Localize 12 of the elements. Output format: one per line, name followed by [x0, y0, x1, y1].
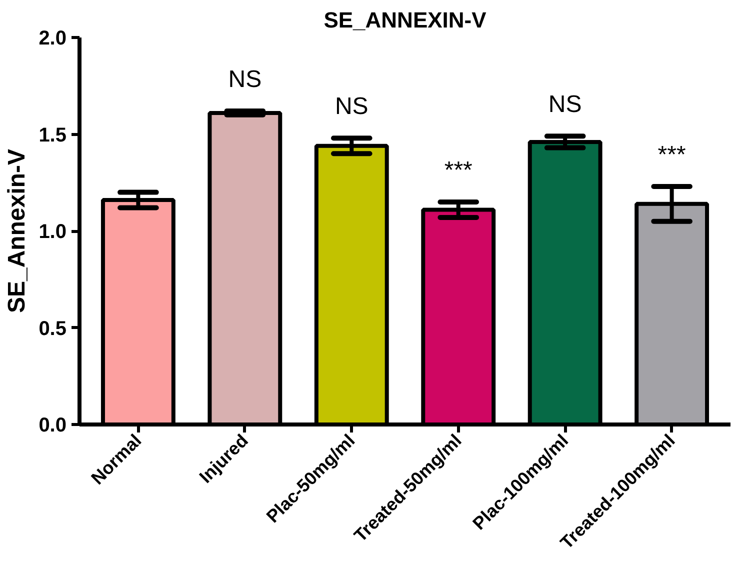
annotation: NS: [548, 91, 582, 118]
y-tick-label: 1.5: [38, 124, 67, 146]
y-tick-label: 2.0: [38, 28, 67, 50]
y-tick-label: 1.0: [38, 221, 67, 243]
annotation: ***: [658, 141, 686, 168]
annotation: NS: [334, 93, 368, 120]
y-axis-title: SE_Annexin-V: [4, 148, 31, 314]
chart-title: SE_ANNEXIN-V: [324, 8, 487, 32]
annotation: ***: [444, 156, 472, 184]
annotation: NS: [228, 66, 262, 94]
y-tick-label: 0.0: [38, 414, 67, 436]
y-tick-label: 0.5: [38, 318, 67, 340]
